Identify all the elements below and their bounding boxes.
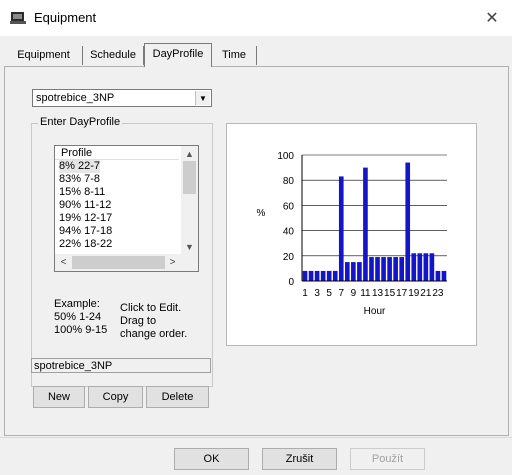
list-item[interactable]: 83% 7-8 [59,173,100,185]
y-tick-label: 40 [283,227,295,238]
example-line: 50% 1-24 [54,311,102,323]
chart-bar [369,257,374,281]
x-tick-label: 11 [360,288,371,299]
list-item[interactable]: 94% 17-18 [59,225,113,237]
chevron-right-icon[interactable]: > [169,257,176,268]
cancel-button[interactable]: Zrušit [262,448,337,470]
apply-button: Použít [350,448,425,470]
chart-bar [435,270,441,281]
chart-bar [417,253,423,281]
chart-bar [320,270,326,281]
dayprofile-legend: Enter DayProfile [38,116,123,128]
x-tick-label: 7 [338,288,344,299]
chart-bar [411,253,417,281]
tab-equipment[interactable]: Equipment [5,46,83,65]
list-item[interactable]: 90% 11-12 [59,199,112,211]
profile-list-header[interactable]: Profile [55,146,179,160]
x-tick-label: 21 [420,288,432,299]
example-label: Example: [54,298,100,310]
vertical-scroll-thumb[interactable] [183,161,196,194]
dayprofile-group: Enter DayProfile Profile 8% 22-7 83% 7-8… [31,116,213,387]
chart-bar [363,167,368,281]
instruction-line: Click to Edit. [120,302,182,314]
y-tick-label: 100 [277,151,294,162]
horizontal-scroll-thumb[interactable] [72,256,165,269]
tab-schedule[interactable]: Schedule [83,46,144,65]
example-line: 100% 9-15 [54,324,108,336]
y-tick-label: 20 [283,252,295,263]
chart-bar [357,262,362,281]
chart-bar [441,270,447,281]
y-tick-label: 60 [283,201,295,212]
tab-dayprofile[interactable]: DayProfile [144,43,212,67]
y-tick-label: 0 [288,277,294,288]
x-tick-label: 19 [408,288,420,299]
profile-list[interactable]: Profile 8% 22-7 83% 7-8 15% 8-11 90% 11-… [54,145,199,272]
x-tick-label: 13 [372,288,384,299]
vertical-scrollbar[interactable]: ▲ ▼ [181,146,198,254]
footer-separator [0,437,512,438]
title-bar: Equipment ✕ [0,0,512,36]
y-tick-label: 80 [283,176,295,187]
list-item[interactable]: 8% 22-7 [59,160,100,173]
tab-time[interactable]: Time [212,46,257,65]
chart-bar [308,270,314,281]
chart-bar [423,253,429,281]
chart-bar [326,270,332,281]
x-tick-label: 1 [302,288,308,299]
chevron-down-icon[interactable]: ▼ [195,91,210,105]
x-tick-label: 17 [396,288,408,299]
chevron-left-icon[interactable]: < [60,257,67,268]
copy-button[interactable]: Copy [88,386,143,408]
chart-bar [338,176,344,281]
window-title: Equipment [34,10,97,25]
y-axis-label: % [257,208,266,219]
delete-button[interactable]: Delete [146,386,209,408]
x-tick-label: 23 [432,288,444,299]
list-item[interactable]: 22% 18-22 [59,238,113,250]
instruction-line: Drag to [120,315,157,327]
ok-button[interactable]: OK [174,448,249,470]
list-item[interactable]: 19% 12-17 [59,212,113,224]
new-button[interactable]: New [33,386,85,408]
day-profile-chart: 0 20 40 60 80 100 1 3 5 7 9 11 13 15 17 19 21 23 Hour% [226,123,477,346]
equipment-select[interactable]: spotrebice_3NP ▼ [32,89,212,107]
close-icon[interactable]: ✕ [485,10,499,27]
chart-bar [302,270,308,281]
chart-bar [429,253,435,281]
chart-bar [381,257,386,281]
chart-bar [351,262,356,281]
instruction-line: change order. [120,328,188,340]
chart-bar [314,270,320,281]
chevron-down-icon[interactable]: ▼ [185,241,194,252]
x-tick-label: 9 [351,288,357,299]
chevron-up-icon[interactable]: ▲ [185,148,194,159]
horizontal-scrollbar[interactable]: < > [55,254,198,271]
x-tick-label: 5 [326,288,332,299]
chart-bar [375,257,380,281]
profile-name-field[interactable]: spotrebice_3NP [31,358,211,373]
x-axis-label: Hour [364,306,386,317]
x-tick-label: 15 [384,288,396,299]
chart-bar [399,257,405,281]
chart-bar [405,162,411,281]
chart-bar [393,257,398,281]
list-item[interactable]: 15% 8-11 [59,186,106,198]
chart-bar [387,257,392,281]
equipment-app-icon [10,12,26,24]
chart-bar [332,270,338,281]
equipment-select-value: spotrebice_3NP [36,92,115,104]
x-tick-label: 3 [314,288,320,299]
chart-bar [344,262,350,281]
